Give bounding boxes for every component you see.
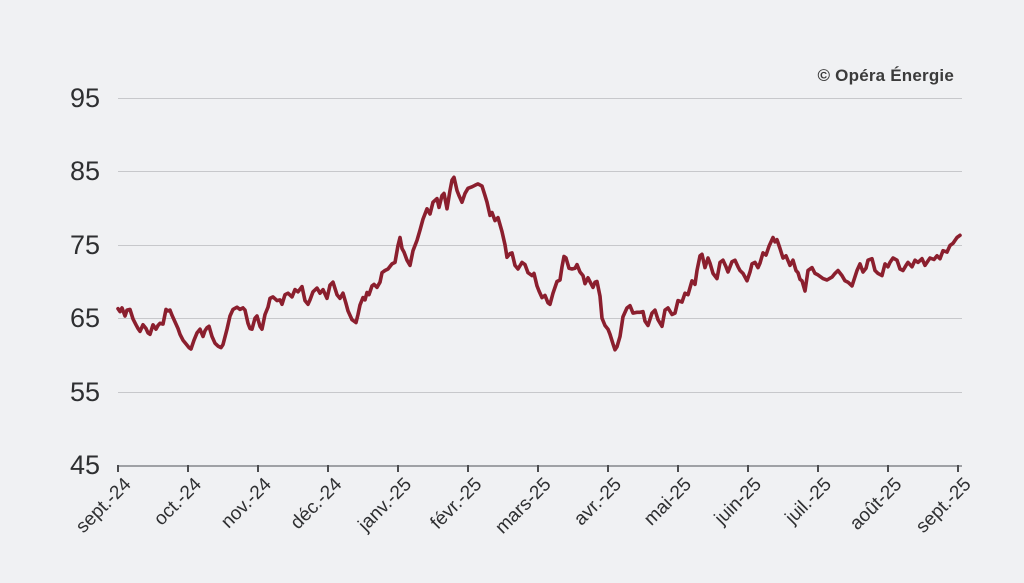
price-line bbox=[116, 175, 962, 352]
x-tick-nov.-24 bbox=[257, 465, 259, 472]
gridline-75 bbox=[118, 244, 962, 246]
gridline-65 bbox=[118, 318, 962, 320]
gridline-55 bbox=[118, 391, 962, 393]
gridline-85 bbox=[118, 171, 962, 173]
copyright-label: © Opéra Énergie bbox=[817, 66, 954, 85]
x-axis-line bbox=[118, 465, 962, 467]
y-tick-label-85: 85 bbox=[69, 156, 100, 187]
x-tick-juil.-25 bbox=[817, 465, 819, 472]
y-tick-label-65: 65 bbox=[69, 303, 100, 334]
x-tick-mai-25 bbox=[677, 465, 679, 472]
y-tick-label-95: 95 bbox=[69, 83, 100, 113]
x-tick-juin-25 bbox=[747, 465, 749, 472]
x-tick-janv.-25 bbox=[397, 465, 399, 472]
x-tick-févr.-25 bbox=[467, 465, 469, 472]
y-tick-label-75: 75 bbox=[69, 229, 100, 260]
y-tick-label-45: 45 bbox=[69, 450, 100, 480]
x-tick-sept.-24 bbox=[117, 465, 119, 472]
y-tick-label-55: 55 bbox=[69, 376, 100, 407]
x-tick-mars-25 bbox=[537, 465, 539, 472]
x-tick-déc.-24 bbox=[327, 465, 329, 472]
gridline-95 bbox=[118, 98, 962, 99]
x-tick-label-sept.-25: sept.-25 bbox=[761, 474, 975, 537]
x-tick-août-25 bbox=[887, 465, 889, 472]
x-tick-oct.-24 bbox=[187, 465, 189, 472]
x-tick-avr.-25 bbox=[607, 465, 609, 472]
x-tick-sept.-25 bbox=[957, 465, 959, 472]
